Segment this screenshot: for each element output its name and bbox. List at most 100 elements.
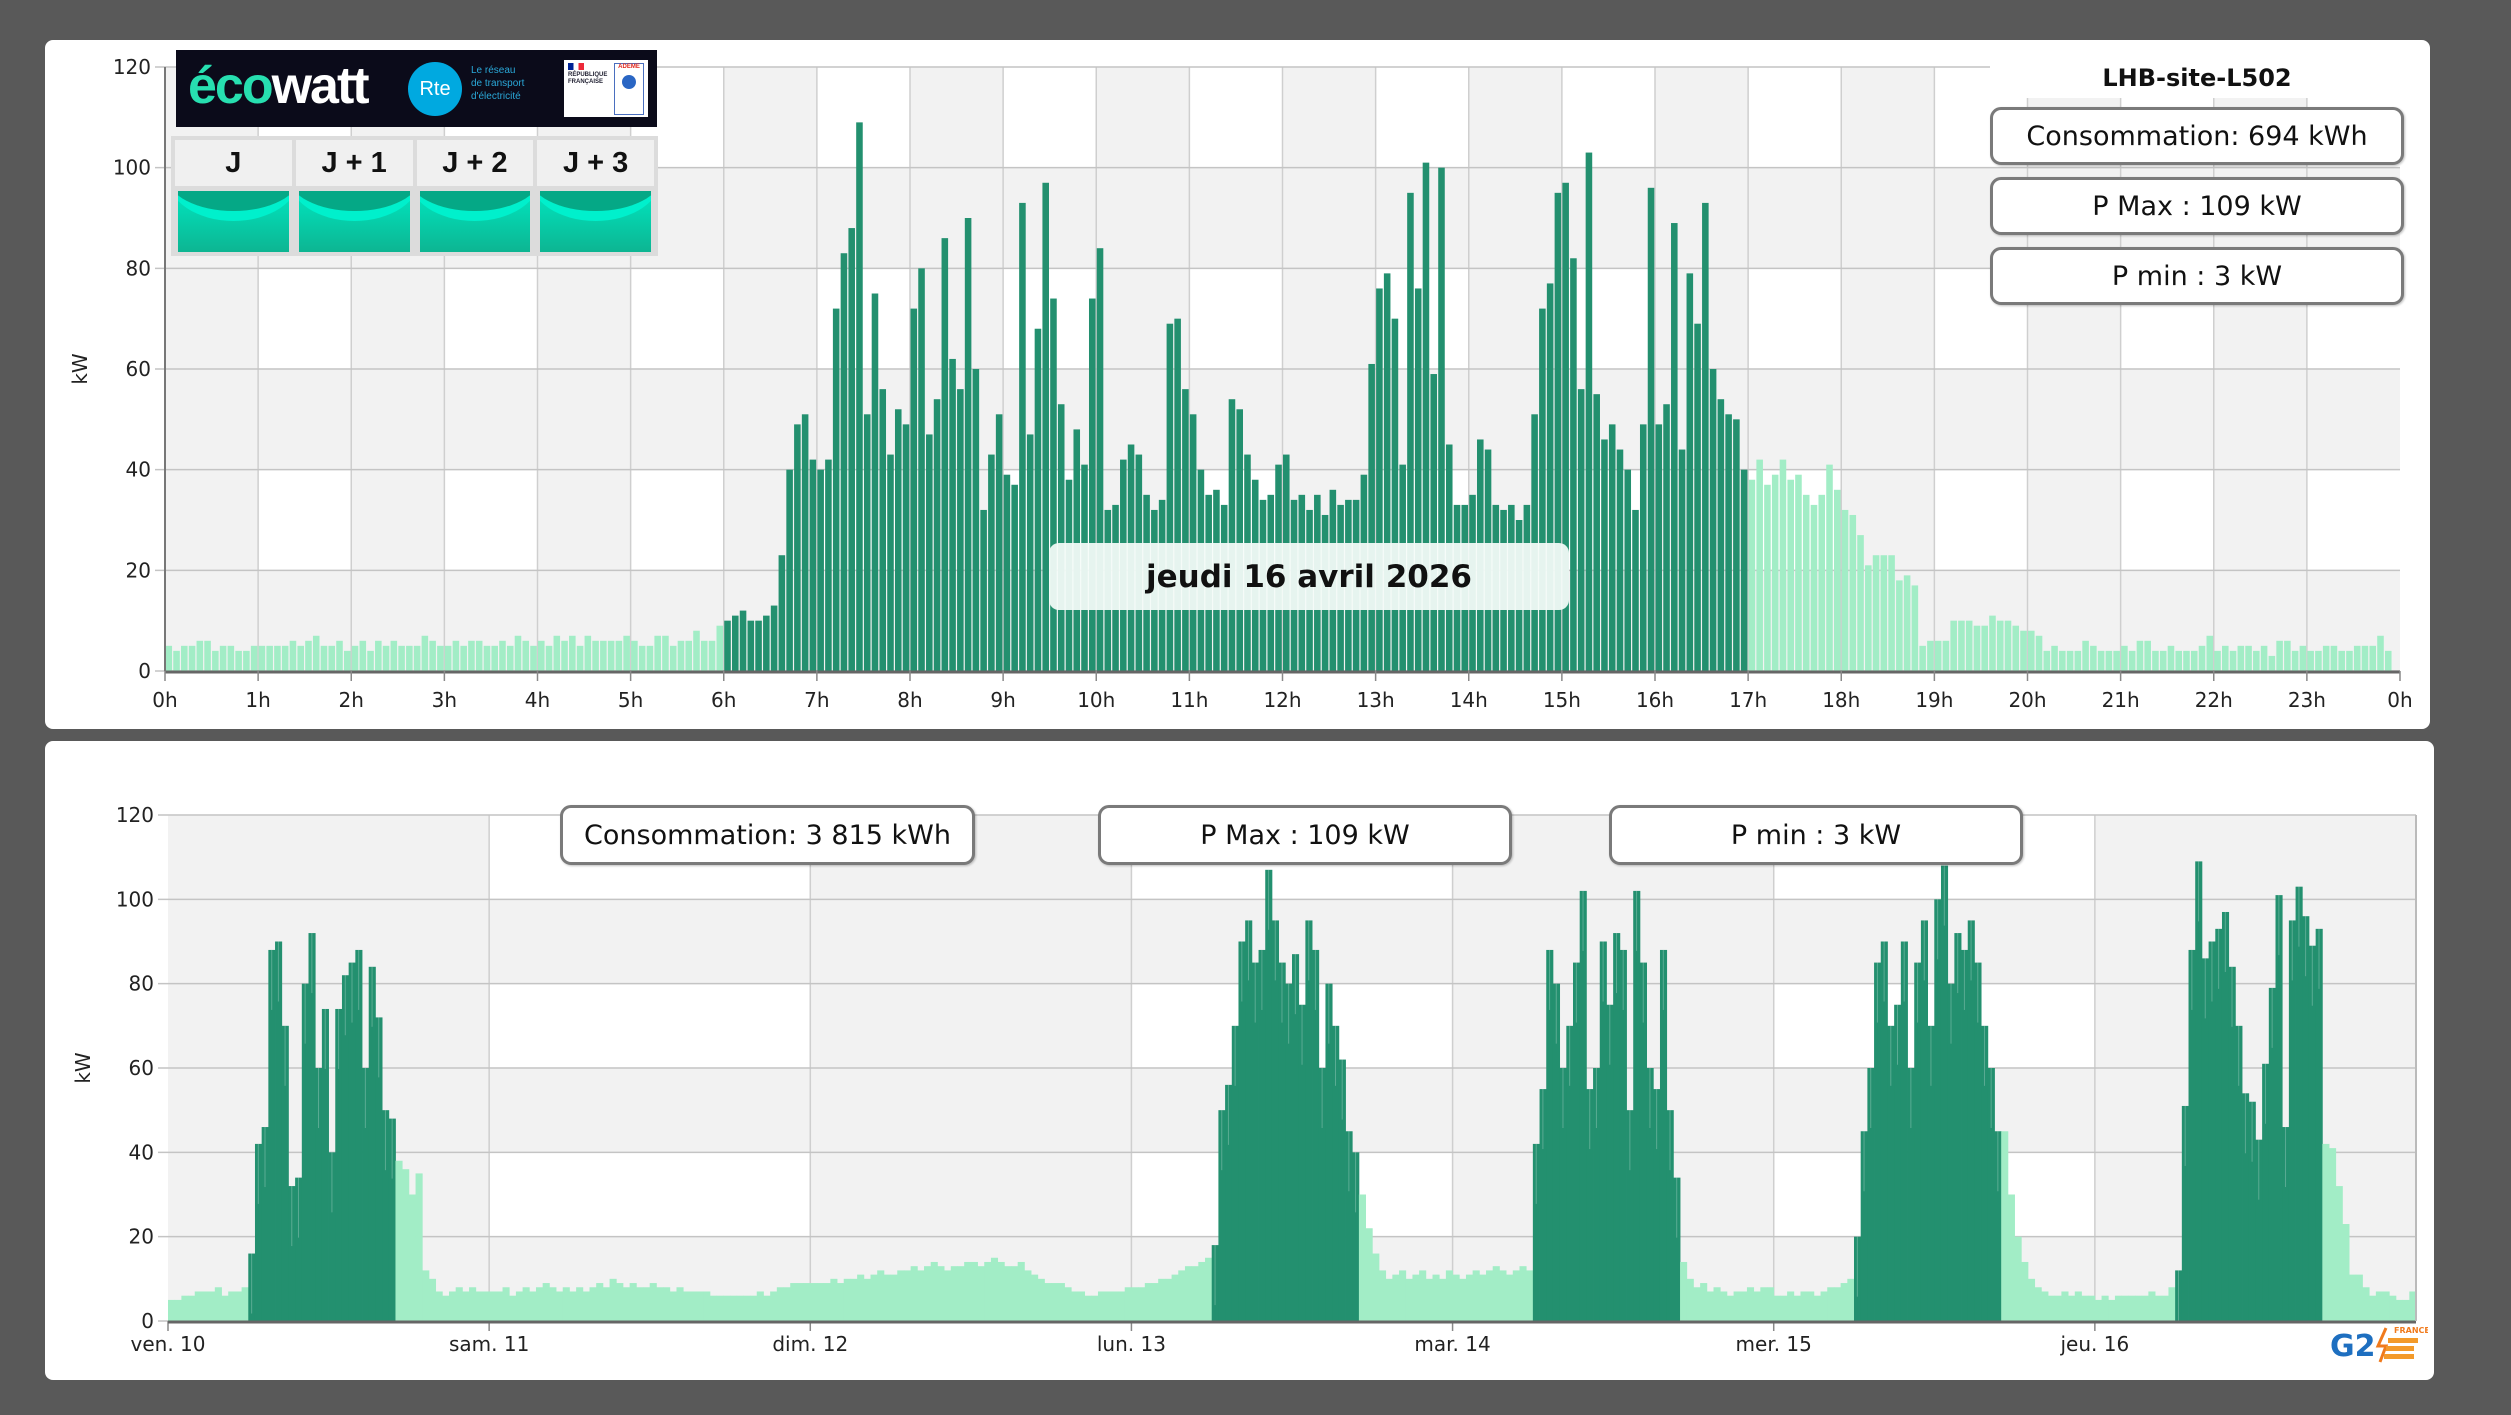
bar-offpeak <box>165 645 173 671</box>
bar-peak <box>1003 474 1011 671</box>
bar-peak <box>786 469 793 671</box>
area-segment-offpeak <box>442 1295 450 1321</box>
area-segment-peak <box>1332 1025 1340 1321</box>
bar-peak <box>1717 399 1725 671</box>
area-segment-offpeak <box>1084 1295 1092 1321</box>
bar-offpeak <box>1787 479 1794 671</box>
bar-offpeak <box>2183 650 2190 671</box>
grid-band <box>537 268 631 369</box>
bar-peak <box>817 469 824 671</box>
bar-peak <box>871 293 879 671</box>
ecowatt-day-j[interactable]: J <box>175 140 292 252</box>
area-segment-offpeak <box>2168 1287 2176 1321</box>
area-segment-offpeak <box>2094 1299 2102 1321</box>
area-segment-offpeak <box>576 1287 584 1321</box>
bar-peak <box>1740 469 1748 671</box>
area-segment-offpeak <box>1004 1266 1012 1321</box>
bar-offpeak <box>1756 459 1763 671</box>
bar-peak <box>840 253 848 671</box>
bar-offpeak <box>460 645 467 671</box>
area-segment-offpeak <box>2081 1295 2089 1321</box>
area-segment-offpeak <box>730 1295 738 1321</box>
area-segment-peak <box>1251 962 1259 1321</box>
area-segment-offpeak <box>2362 1287 2370 1321</box>
ecowatt-day-j2[interactable]: J + 2 <box>416 140 534 252</box>
x-tick-label: 18h <box>1822 688 1860 712</box>
area-segment-peak <box>1666 1110 1674 1321</box>
bar-peak <box>879 389 887 671</box>
area-segment-peak <box>2295 886 2303 1321</box>
bar-peak <box>825 459 832 671</box>
area-segment-peak <box>1532 1143 1540 1321</box>
area-segment-peak <box>388 1118 396 1321</box>
area-segment-offpeak <box>2135 1295 2143 1321</box>
area-segment-offpeak <box>1372 1253 1380 1321</box>
area-segment-peak <box>1546 949 1554 1321</box>
bar-offpeak <box>1911 585 1919 671</box>
bar-offpeak <box>2043 650 2051 671</box>
area-segment-offpeak <box>515 1291 523 1321</box>
bar-offpeak <box>2105 650 2113 671</box>
bar-peak <box>1422 162 1430 671</box>
x-tick-label: 5h <box>618 688 643 712</box>
bar-peak <box>1624 469 1632 671</box>
ecowatt-day-j3[interactable]: J + 3 <box>537 140 654 252</box>
area-segment-offpeak <box>709 1295 718 1321</box>
bar-offpeak <box>2090 645 2097 671</box>
grid-band <box>1841 268 1935 369</box>
weekly-consumption-chart[interactable]: 0 20 40 60 80 100 120 kW ven. 10 sam. 11 dim. 12 lu… <box>71 803 2417 1356</box>
bar-peak <box>763 615 770 671</box>
area-segment-offpeak <box>890 1274 898 1321</box>
area-segment-peak <box>1854 1236 1862 1321</box>
grid-band <box>351 469 445 571</box>
area-segment-offpeak <box>168 1299 176 1321</box>
area-segment-offpeak <box>2355 1274 2363 1321</box>
area-segment-offpeak <box>2034 1287 2042 1321</box>
bar-peak <box>809 459 817 671</box>
area-segment-offpeak <box>689 1291 697 1321</box>
bar-peak <box>1228 399 1236 671</box>
bar-offpeak <box>2144 640 2151 671</box>
bar-peak <box>747 620 755 671</box>
x-tick-label: 17h <box>1729 688 1767 712</box>
y-tick-label: 20 <box>126 558 151 582</box>
area-segment-offpeak <box>2114 1295 2123 1321</box>
area-segment-offpeak <box>1044 1283 1052 1321</box>
bar-offpeak <box>468 640 475 671</box>
area-segment-offpeak <box>402 1169 410 1321</box>
bar-peak <box>755 620 762 671</box>
area-segment-peak <box>2181 1105 2189 1321</box>
bar-offpeak <box>1942 640 1950 671</box>
area-segment-peak <box>2275 895 2283 1321</box>
area-segment-offpeak <box>1091 1295 1099 1321</box>
area-segment-offpeak <box>1773 1295 1781 1321</box>
area-segment-offpeak <box>1767 1287 1775 1321</box>
bar-offpeak <box>2353 645 2361 671</box>
grid-band <box>1841 67 1935 168</box>
area-segment-offpeak <box>857 1274 865 1321</box>
bar-offpeak <box>2229 650 2237 671</box>
area-segment-offpeak <box>1399 1270 1407 1321</box>
y-tick-label: 40 <box>126 458 151 482</box>
area-segment-offpeak <box>897 1270 905 1321</box>
bar-offpeak <box>607 640 615 671</box>
y-tick-label: 40 <box>129 1140 154 1164</box>
bar-peak <box>1189 414 1197 671</box>
area-segment-offpeak <box>910 1266 918 1321</box>
bar-offpeak <box>196 640 204 671</box>
area-segment-peak <box>375 1017 383 1321</box>
bar-offpeak <box>382 645 390 671</box>
area-segment-peak <box>1579 890 1587 1321</box>
bar-peak <box>732 615 739 671</box>
ecowatt-banner[interactable]: écowatt Rte Le réseau de transport d'éle… <box>176 50 657 127</box>
ecowatt-day-j1[interactable]: J + 1 <box>295 140 413 252</box>
bar-peak <box>770 605 778 671</box>
area-segment-peak <box>2282 1127 2290 1321</box>
bar-offpeak <box>343 650 351 671</box>
grid-band <box>1096 268 1190 369</box>
bar-offpeak <box>1981 625 1988 671</box>
bar-offpeak <box>437 645 444 671</box>
area-segment-peak <box>2228 966 2236 1321</box>
grid-band <box>1655 469 1749 571</box>
bar-offpeak <box>1841 509 1849 671</box>
